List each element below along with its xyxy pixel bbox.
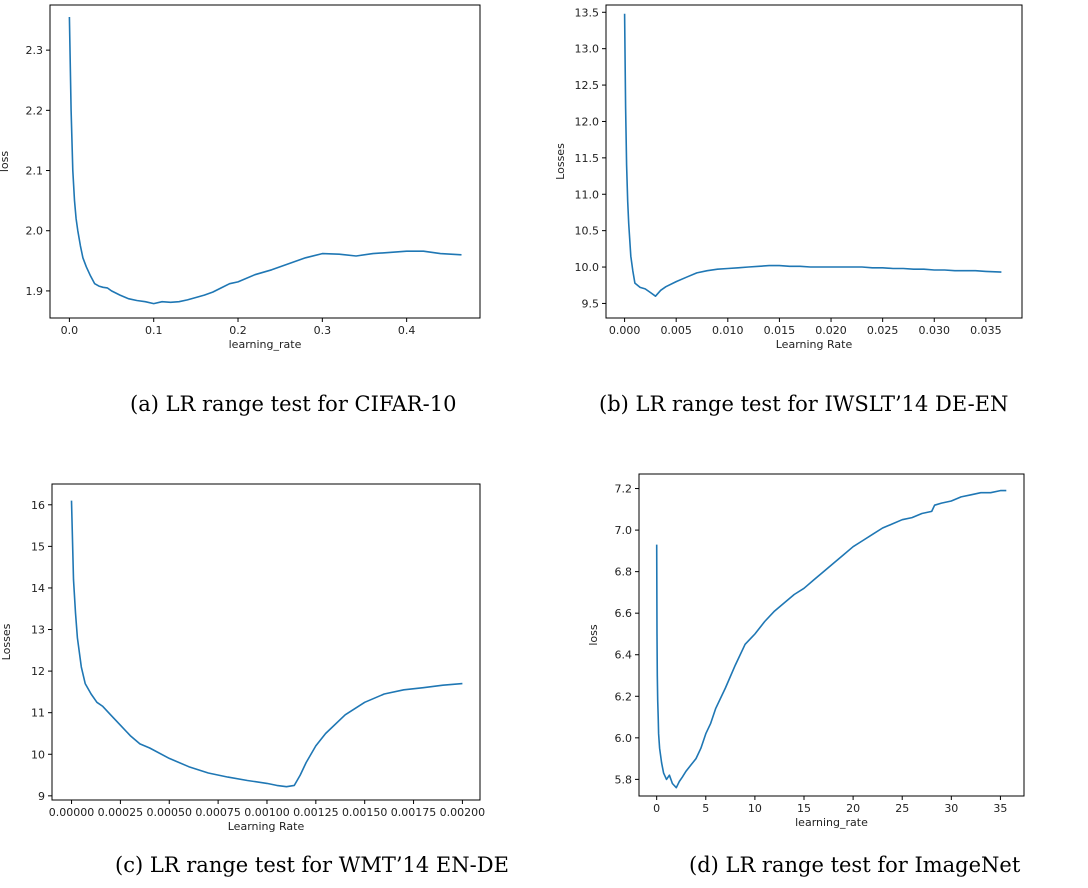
x-tick-label: 0.00075 (195, 806, 241, 819)
x-tick-label: 0.00100 (244, 806, 290, 819)
x-tick-label: 10 (748, 802, 762, 815)
y-tick-label: 6.8 (615, 566, 633, 579)
x-tick-label: 0.010 (712, 324, 744, 337)
line-chart-wmt: 0.00000 0.00025 0.00050 0.00075 0.00100 0.001… (0, 483, 486, 833)
y-tick-label: 6.4 (615, 649, 633, 662)
x-tick-label: 0.00150 (342, 806, 388, 819)
x-tick-label: 0.020 (815, 324, 847, 337)
y-tick-label: 1.9 (26, 285, 44, 298)
chart-panel-imagenet: 0 5 10 15 20 25 30 35 5.8 6.0 6.2 6.4 6.6 6.8 7.0 7.2 le… (544, 444, 1088, 888)
y-axis-label: Losses (0, 623, 13, 660)
y-tick-label: 13 (31, 624, 45, 637)
x-tick-label: 15 (797, 802, 811, 815)
y-tick-label: 9 (38, 790, 45, 803)
y-axis-label: loss (587, 624, 600, 646)
x-tick-label: 0.000 (609, 324, 641, 337)
y-tick-label: 7.0 (615, 524, 633, 537)
y-tick-label: 11 (31, 707, 45, 720)
chart-panel-wmt: 0.00000 0.00025 0.00050 0.00075 0.00100 0.001… (0, 444, 544, 888)
loss-curve-line (623, 13, 1002, 298)
y-tick-label: 12.5 (575, 79, 600, 92)
y-tick-label: 11.5 (575, 152, 600, 165)
y-tick-label: 9.5 (582, 297, 600, 310)
caption-iwslt: (b) LR range test for IWSLT’14 DE-EN (599, 392, 1009, 416)
chart-panel-cifar10: 0.0 0.1 0.2 0.3 0.4 1.9 2.0 2.1 2.2 2.3 learning_r… (0, 0, 544, 444)
x-tick-label: 0.00025 (98, 806, 144, 819)
x-tick-label: 20 (846, 802, 860, 815)
y-tick-label: 16 (31, 499, 45, 512)
x-tick-label: 0.005 (660, 324, 692, 337)
x-tick-label: 0.3 (314, 324, 332, 337)
x-tick-label: 30 (944, 802, 958, 815)
plot-frame (605, 4, 1023, 319)
y-tick-label: 11.0 (575, 188, 600, 201)
loss-curve-line (655, 489, 1007, 789)
y-tick-label: 6.0 (615, 732, 633, 745)
x-axis-label: Learning Rate (776, 338, 853, 351)
x-tick-label: 0.00200 (440, 806, 486, 819)
x-tick-label: 0.035 (970, 324, 1002, 337)
x-tick-label: 0.00125 (293, 806, 339, 819)
y-axis-label: loss (0, 151, 11, 173)
line-chart-imagenet: 0 5 10 15 20 25 30 35 5.8 6.0 6.2 6.4 6.6 6.8 7.0 7.2 le… (587, 473, 1025, 829)
x-tick-label: 0.025 (867, 324, 899, 337)
y-tick-label: 7.2 (615, 483, 633, 496)
y-tick-label: 2.1 (26, 165, 44, 178)
x-tick-label: 35 (993, 802, 1007, 815)
y-tick-label: 2.0 (26, 225, 44, 238)
y-tick-label: 5.8 (615, 773, 633, 786)
y-tick-label: 12.0 (575, 115, 600, 128)
y-tick-label: 10 (31, 748, 45, 761)
x-axis-label: learning_rate (229, 338, 302, 351)
x-tick-label: 0.2 (229, 324, 247, 337)
caption-wmt: (c) LR range test for WMT’14 EN-DE (115, 853, 509, 877)
line-chart-iwslt: 0.000 0.005 0.010 0.015 0.020 0.025 0.030 0.035… (554, 4, 1023, 351)
plot-frame (49, 4, 481, 319)
y-tick-label: 2.2 (26, 104, 44, 117)
x-tick-label: 0.00050 (147, 806, 193, 819)
y-tick-label: 13.5 (575, 6, 600, 19)
y-tick-label: 10.0 (575, 261, 600, 274)
caption-cifar10: (a) LR range test for CIFAR-10 (130, 392, 457, 416)
y-tick-label: 15 (31, 540, 45, 553)
y-tick-label: 6.6 (615, 607, 633, 620)
x-tick-label: 0.0 (61, 324, 79, 337)
line-chart-cifar10: 0.0 0.1 0.2 0.3 0.4 1.9 2.0 2.1 2.2 2.3 learning_r… (0, 4, 481, 351)
x-axis-label: Learning Rate (228, 820, 305, 833)
x-tick-label: 0.015 (764, 324, 796, 337)
y-tick-label: 6.2 (615, 690, 633, 703)
y-tick-label: 10.5 (575, 225, 600, 238)
loss-curve-line (68, 16, 462, 305)
caption-imagenet: (d) LR range test for ImageNet (689, 853, 1021, 877)
x-tick-label: 0.4 (398, 324, 416, 337)
y-tick-label: 13.0 (575, 43, 600, 56)
x-tick-label: 0.1 (145, 324, 163, 337)
x-tick-label: 25 (895, 802, 909, 815)
y-tick-label: 12 (31, 665, 45, 678)
x-tick-label: 0.00175 (391, 806, 437, 819)
x-tick-label: 5 (702, 802, 709, 815)
loss-curve-line (70, 500, 463, 788)
y-axis-label: Losses (554, 143, 567, 180)
y-tick-label: 2.3 (26, 44, 44, 57)
chart-panel-iwslt: 0.000 0.005 0.010 0.015 0.020 0.025 0.030 0.035… (544, 0, 1088, 444)
x-tick-label: 0.00000 (49, 806, 95, 819)
plot-frame (51, 483, 481, 801)
x-axis-label: learning_rate (795, 816, 868, 829)
x-tick-label: 0 (653, 802, 660, 815)
x-tick-label: 0.030 (919, 324, 951, 337)
plot-frame (638, 473, 1025, 797)
y-tick-label: 14 (31, 582, 45, 595)
